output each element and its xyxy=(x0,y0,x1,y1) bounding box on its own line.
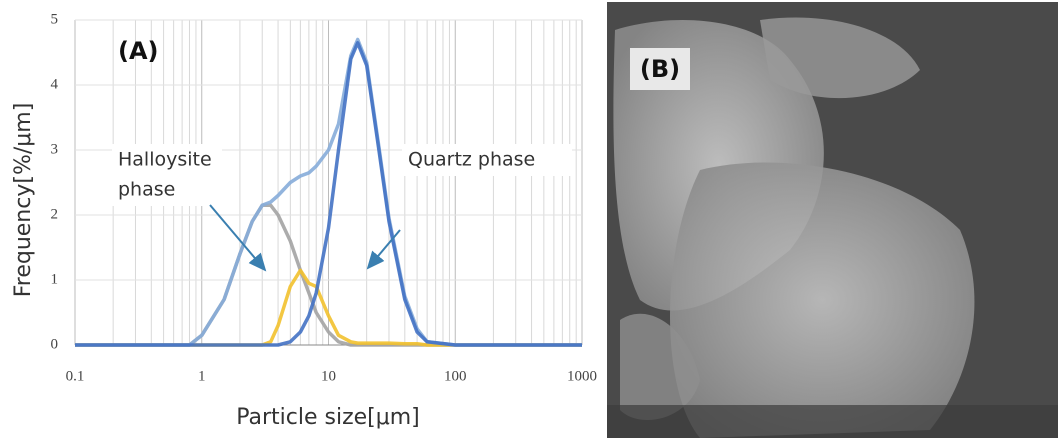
annotation: phase xyxy=(118,179,175,201)
annotation: Quartz phase xyxy=(408,149,535,171)
panel-label: (B) xyxy=(640,55,680,83)
y-tick-label: 5 xyxy=(51,11,59,27)
x-tick-label: 1000 xyxy=(567,368,597,384)
sem-image: (B) xyxy=(607,2,1058,438)
y-tick-label: 4 xyxy=(51,76,59,92)
y-axis-label: Frequency[%/μm] xyxy=(11,103,36,298)
x-axis-label: Particle size[μm] xyxy=(236,405,420,430)
x-tick-label: 10 xyxy=(321,368,336,384)
y-tick-label: 2 xyxy=(51,206,59,222)
x-tick-label: 1 xyxy=(198,368,206,384)
panel-label: (A) xyxy=(118,37,159,65)
y-tick-label: 0 xyxy=(51,336,59,352)
figure: 0.1 1 10 100 1000 0 1 2 3 4 5 (A) Particle size[μm] F… xyxy=(0,0,1058,438)
y-tick-label: 1 xyxy=(51,271,59,287)
x-tick-label: 0.1 xyxy=(66,368,85,384)
annotation: Halloysite xyxy=(118,149,212,171)
x-tick-label: 100 xyxy=(444,368,467,384)
y-tick-label: 3 xyxy=(51,141,59,157)
